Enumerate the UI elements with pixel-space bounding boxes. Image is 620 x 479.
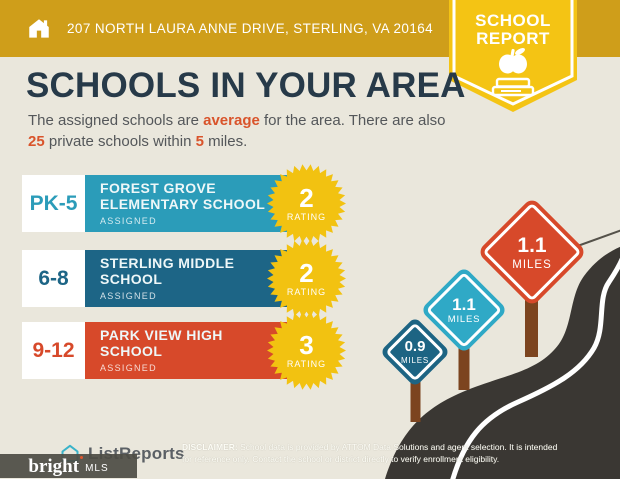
school-row-elementary: PK-5 FOREST GROVE ELEMENTARY SCHOOL ASSI…	[22, 164, 355, 243]
sign-post-small	[410, 350, 421, 422]
road-surface	[385, 246, 620, 479]
starburst-icon	[267, 311, 346, 390]
school-bar: STERLING MIDDLE SCHOOL ASSIGNED	[85, 250, 297, 307]
school-status: ASSIGNED	[100, 362, 157, 373]
badge-title: SCHOOL REPORT	[475, 11, 551, 49]
school-name: PARK VIEW HIGH SCHOOL	[100, 327, 223, 359]
road-line	[450, 257, 620, 479]
rating-value: 3	[299, 330, 314, 360]
distance-sign-small: 0.9 MILES	[367, 304, 463, 400]
distance-value: 1.1	[517, 234, 547, 258]
distance-value: 0.9	[404, 338, 426, 356]
school-bar: PARK VIEW HIGH SCHOOL ASSIGNED	[85, 322, 297, 379]
distance-sign-medium: 1.1 MILES	[409, 255, 519, 365]
school-report-badge: SCHOOL REPORT	[449, 0, 577, 114]
distance-unit: MILES	[512, 258, 552, 271]
school-row-high: 9-12 PARK VIEW HIGH SCHOOL ASSIGNED 3 RA…	[22, 311, 355, 390]
school-status: ASSIGNED	[100, 215, 157, 226]
rating-label: RATING	[286, 212, 327, 222]
intro-highlight-average: average	[203, 112, 260, 129]
rating-badge: 2 RATING	[267, 164, 346, 243]
school-row-middle: 6-8 STERLING MIDDLE SCHOOL ASSIGNED 2 RA…	[22, 239, 355, 318]
home-icon	[29, 18, 49, 38]
property-address: 207 NORTH LAURA ANNE DRIVE, STERLING, VA…	[67, 21, 434, 36]
disclaimer-text: DISCLAIMER: School data is provided by A…	[182, 442, 558, 464]
bright-wordmark: bright	[28, 455, 83, 477]
rating-badge: 2 RATING	[267, 239, 346, 318]
starburst-icon	[267, 164, 346, 243]
page-title: SCHOOLS IN YOUR AREA	[26, 66, 466, 105]
school-status: ASSIGNED	[100, 290, 157, 301]
school-name: STERLING MIDDLE SCHOOL	[100, 255, 235, 287]
rating-value: 2	[299, 258, 314, 288]
pennant-shape	[449, 0, 577, 112]
rating-label: RATING	[286, 287, 327, 297]
grade-range: 6-8	[22, 250, 85, 307]
intro-highlight-count: 25	[28, 133, 45, 150]
starburst-icon	[267, 239, 346, 318]
rating-badge: 3 RATING	[267, 311, 346, 390]
rating-value: 2	[299, 183, 314, 213]
rating-label: RATING	[286, 359, 327, 369]
mls-wordmark: MLS	[85, 462, 109, 474]
apple-books-icon	[491, 48, 535, 97]
school-bar: FOREST GROVE ELEMENTARY SCHOOL ASSIGNED	[85, 175, 297, 232]
bright-mls-logo: bright MLS	[0, 454, 137, 478]
distance-value: 1.1	[452, 294, 476, 314]
disclaimer-label: DISCLAIMER:	[182, 442, 238, 452]
distance-sign-large: 1.1 MILES	[467, 187, 597, 317]
grade-range: PK-5	[22, 175, 85, 232]
distance-unit: MILES	[447, 314, 481, 326]
distance-unit: MILES	[400, 355, 429, 365]
intro-text: The assigned schools are average for the…	[28, 112, 446, 150]
intro-highlight-radius: 5	[195, 133, 204, 150]
school-name: FOREST GROVE ELEMENTARY SCHOOL	[100, 180, 266, 212]
grade-range: 9-12	[22, 322, 85, 379]
